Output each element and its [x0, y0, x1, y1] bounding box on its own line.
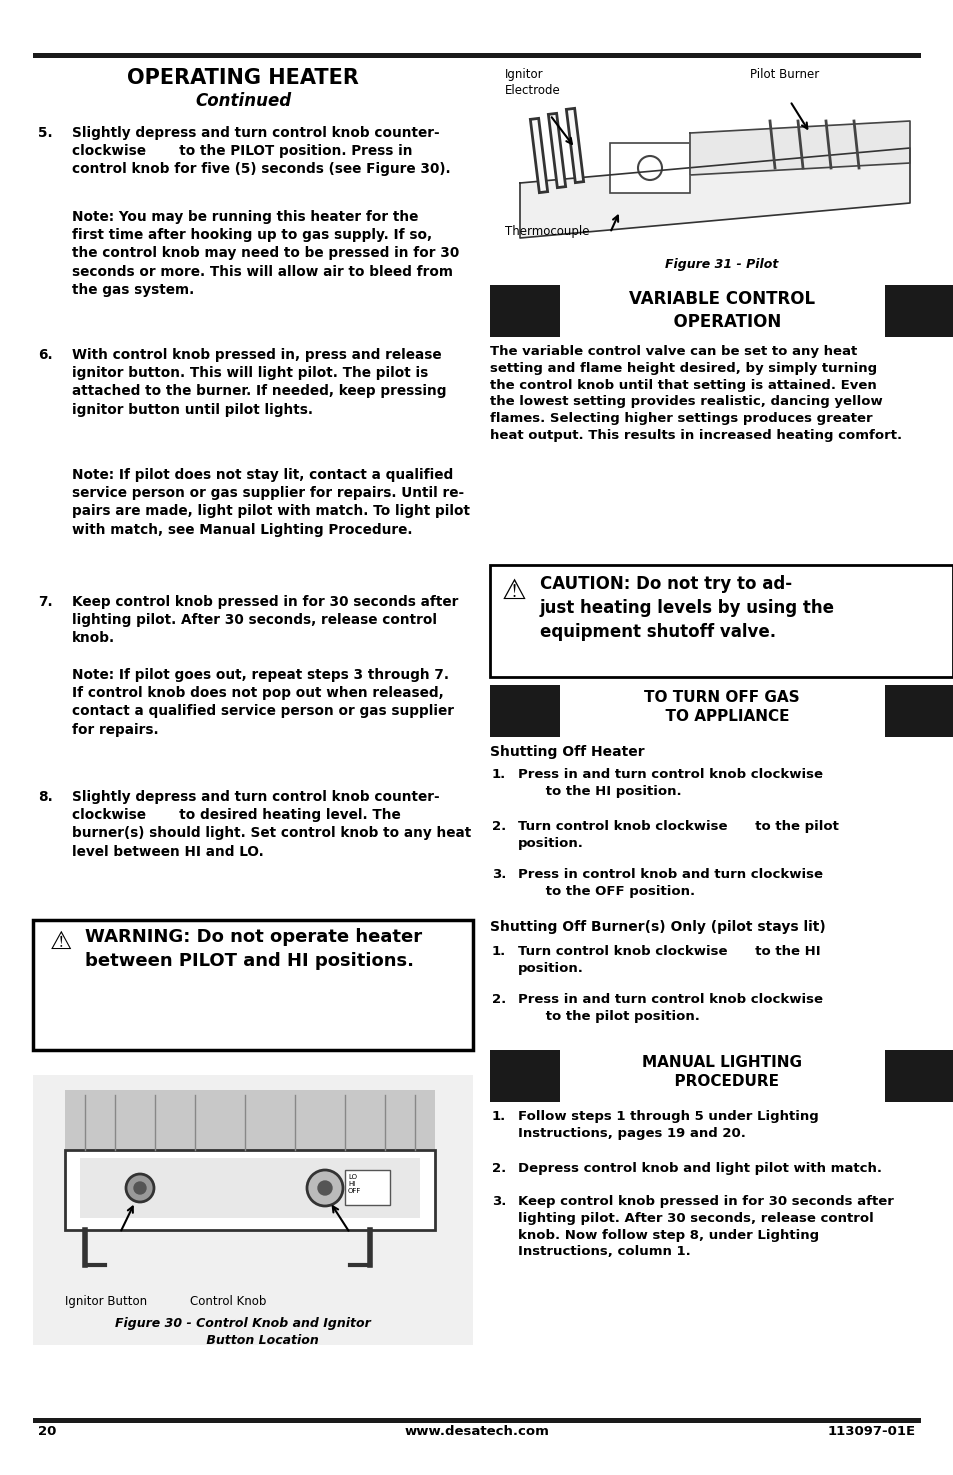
- Bar: [33, 1075, 473, 1345]
- Bar: [345, 1170, 390, 1205]
- Text: CAUTION: Do not try to ad-
just heating levels by using the
equipment shutoff va: CAUTION: Do not try to ad- just heating …: [539, 575, 834, 640]
- Text: Turn control knob clockwise      to the HI
position.: Turn control knob clockwise to the HI po…: [517, 945, 820, 975]
- Text: 2.: 2.: [492, 1162, 506, 1176]
- Text: Control Knob: Control Knob: [190, 1295, 266, 1308]
- Text: WARNING: Do not operate heater
between PILOT and HI positions.: WARNING: Do not operate heater between P…: [85, 928, 421, 971]
- Text: 5.: 5.: [38, 125, 52, 140]
- Circle shape: [307, 1170, 343, 1207]
- Text: 3.: 3.: [492, 867, 506, 881]
- Bar: [345, 1170, 390, 1205]
- Text: Figure 30 - Control Knob and Ignitor
         Button Location: Figure 30 - Control Knob and Ignitor But…: [115, 1317, 371, 1347]
- Circle shape: [317, 1181, 332, 1195]
- Text: Slightly depress and turn control knob counter-
clockwise       to the PILOT pos: Slightly depress and turn control knob c…: [71, 125, 450, 177]
- Bar: [490, 565, 952, 677]
- Text: 20: 20: [38, 1425, 56, 1438]
- Text: 1.: 1.: [492, 945, 506, 957]
- Text: With control knob pressed in, press and release
ignitor button. This will light : With control knob pressed in, press and …: [71, 348, 446, 416]
- Text: Note: If pilot goes out, repeat steps 3 through 7.
If control knob does not pop : Note: If pilot goes out, repeat steps 3 …: [71, 668, 454, 736]
- Text: VARIABLE CONTROL
  OPERATION: VARIABLE CONTROL OPERATION: [628, 291, 814, 330]
- Text: 113097-01E: 113097-01E: [827, 1425, 915, 1438]
- Text: Slightly depress and turn control knob counter-
clockwise       to desired heati: Slightly depress and turn control knob c…: [71, 791, 471, 858]
- Text: Follow steps 1 through 5 under Lighting
Instructions, pages 19 and 20.: Follow steps 1 through 5 under Lighting …: [517, 1111, 818, 1140]
- Bar: [33, 1417, 920, 1423]
- Bar: [884, 1050, 952, 1102]
- Text: www.desatech.com: www.desatech.com: [404, 1425, 549, 1438]
- Circle shape: [638, 156, 661, 180]
- Bar: [884, 285, 952, 336]
- Text: Depress control knob and light pilot with match.: Depress control knob and light pilot wit…: [517, 1162, 882, 1176]
- Text: Shutting Off Heater: Shutting Off Heater: [490, 745, 644, 760]
- Text: TO TURN OFF GAS
  TO APPLIANCE: TO TURN OFF GAS TO APPLIANCE: [643, 690, 799, 724]
- Bar: [609, 143, 689, 193]
- Bar: [33, 53, 920, 58]
- Text: Turn control knob clockwise      to the pilot
position.: Turn control knob clockwise to the pilot…: [517, 820, 838, 850]
- Text: Thermocouple: Thermocouple: [504, 226, 589, 237]
- Circle shape: [126, 1174, 153, 1202]
- Text: 2.: 2.: [492, 993, 506, 1006]
- Text: The variable control valve can be set to any heat
setting and flame height desir: The variable control valve can be set to…: [490, 345, 902, 442]
- Bar: [80, 1158, 419, 1218]
- Polygon shape: [519, 148, 909, 237]
- Text: MANUAL LIGHTING
  PROCEDURE: MANUAL LIGHTING PROCEDURE: [641, 1055, 801, 1089]
- Text: Ignitor
Electrode: Ignitor Electrode: [504, 68, 560, 97]
- Text: ⚠: ⚠: [50, 931, 72, 954]
- Text: Note: If pilot does not stay lit, contact a qualified
service person or gas supp: Note: If pilot does not stay lit, contac…: [71, 468, 470, 537]
- Bar: [490, 684, 559, 738]
- Text: Press in and turn control knob clockwise
      to the pilot position.: Press in and turn control knob clockwise…: [517, 993, 822, 1022]
- Text: OPERATING HEATER: OPERATING HEATER: [127, 68, 359, 88]
- Text: 3.: 3.: [492, 1195, 506, 1208]
- Text: 7.: 7.: [38, 594, 52, 609]
- Circle shape: [133, 1181, 146, 1193]
- Text: LO
HI
OFF: LO HI OFF: [348, 1174, 361, 1193]
- Bar: [65, 1150, 435, 1230]
- Bar: [490, 1050, 559, 1102]
- Bar: [490, 285, 559, 336]
- Text: 6.: 6.: [38, 348, 52, 361]
- Text: Pilot Burner: Pilot Burner: [749, 68, 819, 81]
- Text: Note: You may be running this heater for the
first time after hooking up to gas : Note: You may be running this heater for…: [71, 209, 458, 296]
- Polygon shape: [689, 121, 909, 176]
- Bar: [609, 143, 689, 193]
- Text: ⚠: ⚠: [501, 577, 526, 605]
- Text: Shutting Off Burner(s) Only (pilot stays lit): Shutting Off Burner(s) Only (pilot stays…: [490, 920, 825, 934]
- Bar: [33, 920, 473, 1050]
- Text: 1.: 1.: [492, 768, 506, 780]
- Text: 2.: 2.: [492, 820, 506, 833]
- Text: Figure 31 - Pilot: Figure 31 - Pilot: [664, 258, 778, 271]
- Text: Ignitor Button: Ignitor Button: [65, 1295, 147, 1308]
- Bar: [884, 684, 952, 738]
- Text: 1.: 1.: [492, 1111, 506, 1122]
- Bar: [65, 1090, 435, 1158]
- Text: Continued: Continued: [195, 91, 291, 111]
- Text: Keep control knob pressed in for 30 seconds after
lighting pilot. After 30 secon: Keep control knob pressed in for 30 seco…: [517, 1195, 893, 1258]
- Text: Press in and turn control knob clockwise
      to the HI position.: Press in and turn control knob clockwise…: [517, 768, 822, 798]
- Text: 8.: 8.: [38, 791, 52, 804]
- Text: Press in control knob and turn clockwise
      to the OFF position.: Press in control knob and turn clockwise…: [517, 867, 822, 898]
- Text: Keep control knob pressed in for 30 seconds after
lighting pilot. After 30 secon: Keep control knob pressed in for 30 seco…: [71, 594, 457, 646]
